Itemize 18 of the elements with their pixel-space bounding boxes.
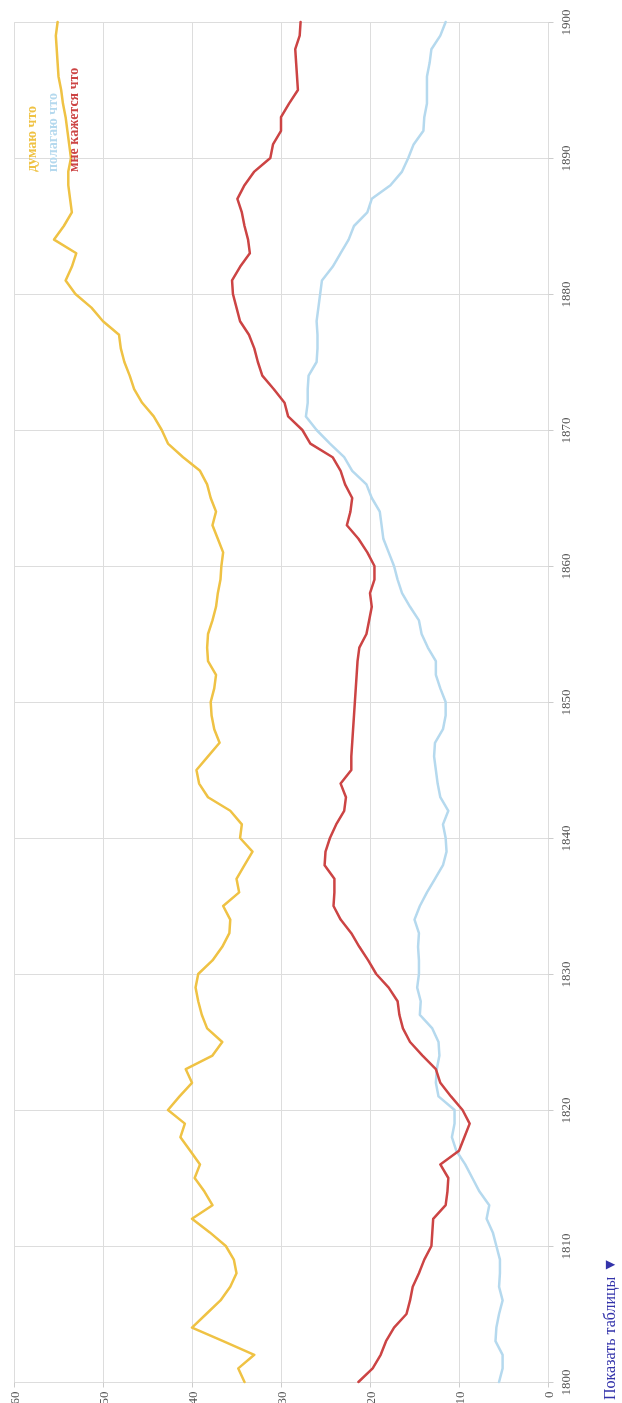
x-tick-label: 0 xyxy=(540,1391,556,1398)
text: думаю что xyxy=(24,105,39,172)
x-tick-label: 10 xyxy=(451,1391,467,1403)
y-tick-label: 1880 xyxy=(557,281,573,308)
y-tick-label: 1830 xyxy=(557,961,573,988)
y-tick-label: 1820 xyxy=(557,1097,573,1124)
y-tick-label: 1900 xyxy=(557,9,573,36)
text: полагаю что xyxy=(45,93,60,172)
y-tick-label: 1860 xyxy=(557,553,573,580)
y-tick-label: 1800 xyxy=(557,1369,573,1396)
y-tick-label: 1890 xyxy=(557,145,573,172)
y-tick-label: 1850 xyxy=(557,689,573,716)
text: мне кажется что xyxy=(66,67,81,172)
y-tick-label: 1840 xyxy=(557,825,573,852)
text: Показать таблицы ▼ xyxy=(601,1256,619,1400)
y-tick-label: 1870 xyxy=(557,417,573,444)
y-tick-label: 1810 xyxy=(557,1233,573,1260)
x-tick-label: 50 xyxy=(95,1391,111,1403)
